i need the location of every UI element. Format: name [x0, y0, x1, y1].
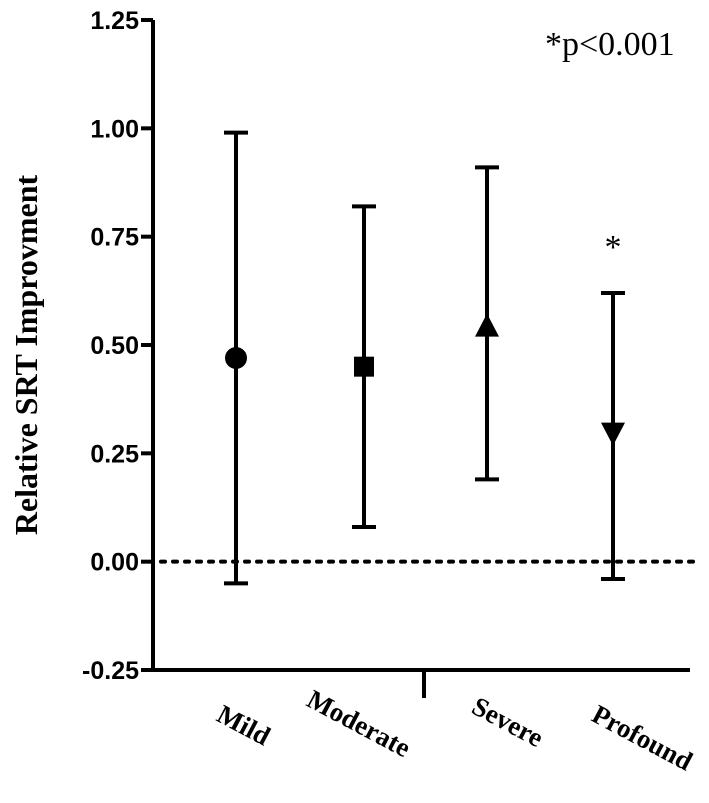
y-tick-label: 0.50 [90, 332, 139, 360]
marker-circle [225, 347, 247, 369]
x-axis-categories: Mild Moderate Severe Profound [212, 684, 697, 777]
y-axis-label: Relative SRT Improvment [8, 174, 44, 535]
data-point-severe [475, 165, 499, 482]
y-axis: 1.25 1.00 0.75 0.50 0.25 0.00 -0.25 [82, 7, 155, 685]
data-point-moderate [352, 204, 376, 529]
significance-annotation: *p<0.001 [545, 26, 675, 63]
y-tick-label: 0.75 [90, 224, 139, 252]
y-tick-label: 1.00 [90, 115, 139, 143]
marker-triangle-down [601, 422, 625, 446]
plot-area: * [153, 130, 697, 698]
marker-square [354, 356, 374, 377]
data-point-profound: * [601, 229, 625, 581]
x-category-label: Mild [212, 699, 275, 752]
data-point-mild [224, 130, 248, 586]
y-tick-label: 0.25 [90, 440, 139, 468]
x-category-label: Severe [467, 691, 548, 753]
x-category-label: Profound [587, 699, 697, 777]
significance-star: * [605, 229, 622, 266]
marker-triangle-up [475, 313, 499, 337]
y-tick-label: 1.25 [90, 7, 139, 35]
x-category-label: Moderate [302, 684, 415, 763]
y-tick-label: -0.25 [82, 657, 139, 685]
y-tick-label: 0.00 [90, 549, 139, 577]
